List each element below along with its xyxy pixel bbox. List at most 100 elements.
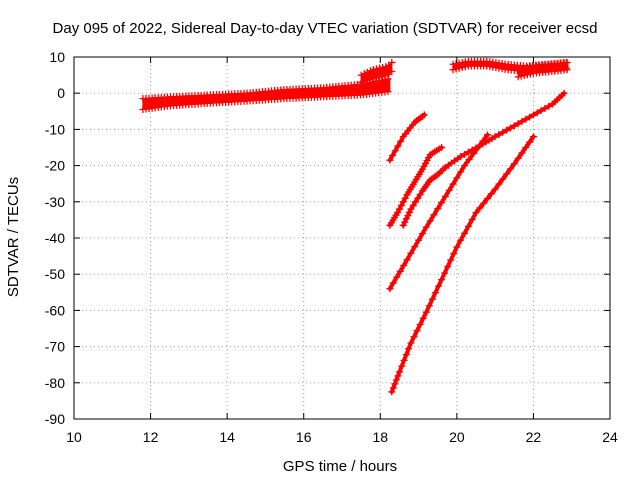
- data-point: [418, 230, 426, 238]
- data-point: [405, 345, 413, 353]
- data-point: [488, 134, 496, 142]
- data-point: [394, 372, 402, 380]
- series-line: [387, 112, 427, 163]
- data-point: [357, 78, 365, 86]
- data-point: [425, 178, 433, 186]
- data-point: [408, 121, 416, 129]
- data-point: [426, 217, 434, 225]
- data-point: [438, 199, 446, 207]
- x-tick-label: 24: [602, 429, 618, 445]
- y-tick-label: -70: [45, 339, 65, 355]
- data-point: [418, 112, 426, 120]
- data-point: [413, 327, 421, 335]
- data-point: [382, 63, 390, 71]
- data-point: [366, 75, 374, 83]
- data-point: [422, 223, 430, 231]
- y-axis-label: SDTVAR / TECUs: [5, 177, 22, 297]
- data-point: [474, 143, 482, 151]
- data-point: [398, 362, 406, 370]
- series-line: [389, 134, 536, 394]
- data-point: [379, 72, 387, 80]
- data-point: [514, 66, 522, 74]
- data-point: [476, 204, 484, 212]
- data-point: [399, 221, 407, 229]
- data-point: [372, 65, 380, 73]
- y-tick-label: 0: [57, 85, 65, 101]
- data-point: [441, 269, 449, 277]
- data-point: [520, 64, 528, 72]
- y-tick-label: -10: [45, 121, 65, 137]
- data-point: [430, 211, 438, 219]
- data-point: [366, 67, 374, 75]
- data-point: [520, 71, 528, 79]
- data-point: [417, 168, 425, 176]
- data-point: [414, 194, 422, 202]
- x-axis-label: GPS time / hours: [283, 458, 397, 475]
- data-point: [503, 170, 511, 178]
- data-point: [415, 236, 423, 244]
- data-point: [379, 63, 387, 71]
- data-point: [403, 256, 411, 264]
- data-point: [472, 209, 480, 217]
- data-point: [389, 384, 397, 392]
- data-point: [487, 190, 495, 198]
- data-point: [388, 388, 396, 396]
- data-point: [514, 154, 522, 162]
- data-point: [450, 250, 458, 258]
- x-tick-label: 12: [143, 429, 159, 445]
- data-point: [386, 285, 394, 293]
- axis-ticks: 10 12 14 16 18 20 22 24 10 0 -10 -20 -30 -40 -50 -60 -70…: [45, 49, 618, 445]
- data-point: [526, 113, 534, 121]
- data-point: [503, 126, 511, 134]
- data-point: [384, 88, 392, 96]
- data-point: [405, 208, 413, 216]
- data-point: [514, 73, 522, 81]
- data-point: [464, 222, 472, 230]
- data-point: [434, 205, 442, 213]
- data-point: [558, 91, 566, 99]
- data-point: [526, 138, 534, 146]
- data-point: [491, 185, 499, 193]
- data-point: [468, 216, 476, 224]
- data-point: [438, 166, 446, 174]
- data-point: [372, 74, 380, 82]
- data-point: [389, 279, 397, 287]
- data-point: [360, 70, 368, 78]
- data-point: [522, 144, 530, 151]
- data-point: [389, 151, 397, 159]
- data-point: [457, 168, 465, 176]
- data-point: [369, 65, 377, 73]
- y-tick-label: -30: [45, 194, 65, 210]
- data-point: [479, 137, 487, 145]
- data-point: [409, 201, 417, 209]
- data-point: [483, 195, 491, 203]
- data-point: [526, 70, 534, 78]
- x-tick-label: 20: [449, 429, 465, 445]
- data-point: [392, 376, 400, 384]
- data-point: [526, 63, 534, 71]
- y-tick-label: -80: [45, 375, 65, 391]
- data-point: [518, 149, 526, 157]
- x-tick-label: 18: [372, 429, 388, 445]
- y-tick-label: -50: [45, 266, 65, 282]
- data-point: [461, 162, 469, 170]
- data-point: [391, 147, 399, 155]
- data-point: [449, 180, 457, 188]
- data-point: [369, 75, 377, 83]
- data-point: [407, 339, 415, 347]
- data-point: [400, 356, 408, 364]
- data-point: [407, 249, 415, 257]
- data-point: [545, 102, 553, 110]
- data-point: [416, 321, 424, 329]
- data-point: [506, 165, 514, 173]
- data-point: [404, 212, 412, 220]
- y-tick-label: 10: [49, 49, 65, 65]
- x-tick-label: 14: [219, 429, 235, 445]
- data-point: [425, 302, 433, 310]
- data-point: [514, 120, 522, 128]
- data-point: [393, 273, 401, 281]
- chart-title: Day 095 of 2022, Sidereal Day-to-day VTE…: [53, 20, 598, 37]
- data-point: [411, 243, 419, 251]
- data-point: [453, 174, 461, 182]
- y-tick-label: -40: [45, 230, 65, 246]
